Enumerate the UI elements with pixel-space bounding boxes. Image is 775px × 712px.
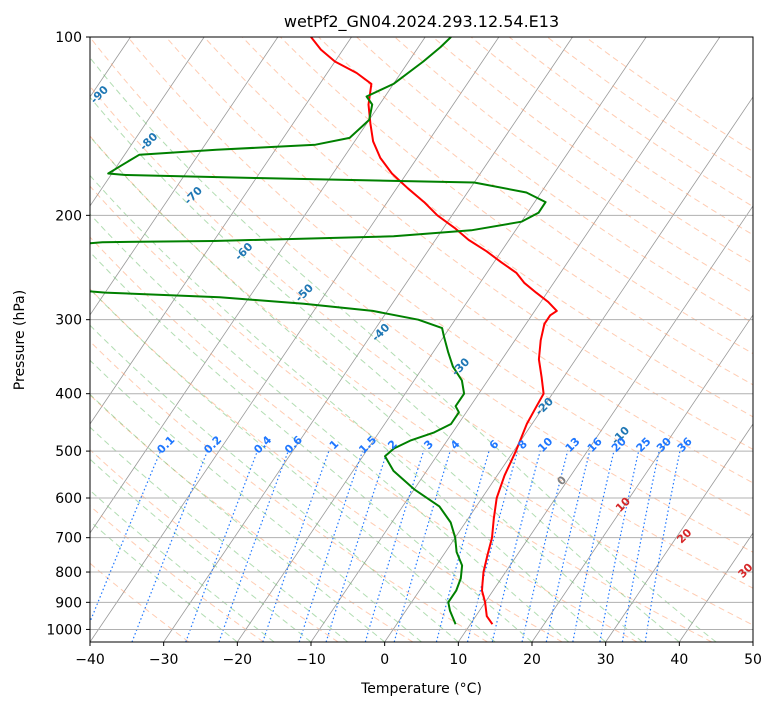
x-tick-label: −10 [296,652,326,668]
chart-title: wetPf2_GN04.2024.293.12.54.E13 [284,12,559,32]
y-tick-label: 1000 [46,622,82,638]
x-tick-label: −20 [223,652,253,668]
x-tick-label: −30 [149,652,179,668]
x-tick-label: −40 [75,652,105,668]
x-tick-label: 40 [670,652,688,668]
y-tick-label: 200 [55,208,82,224]
x-tick-label: 10 [449,652,467,668]
y-tick-label: 600 [55,491,82,507]
x-tick-label: 20 [523,652,541,668]
x-axis-label: Temperature (°C) [360,681,482,697]
x-tick-label: 0 [380,652,389,668]
y-tick-label: 400 [55,387,82,403]
y-tick-label: 800 [55,565,82,581]
x-tick-label: 50 [744,652,762,668]
x-tick-label: 30 [597,652,615,668]
y-tick-label: 300 [55,313,82,329]
y-tick-label: 700 [55,531,82,547]
y-tick-label: 100 [55,30,82,46]
y-axis-label: Pressure (hPa) [12,290,28,390]
y-tick-label: 900 [55,595,82,611]
y-tick-label: 500 [55,444,82,460]
